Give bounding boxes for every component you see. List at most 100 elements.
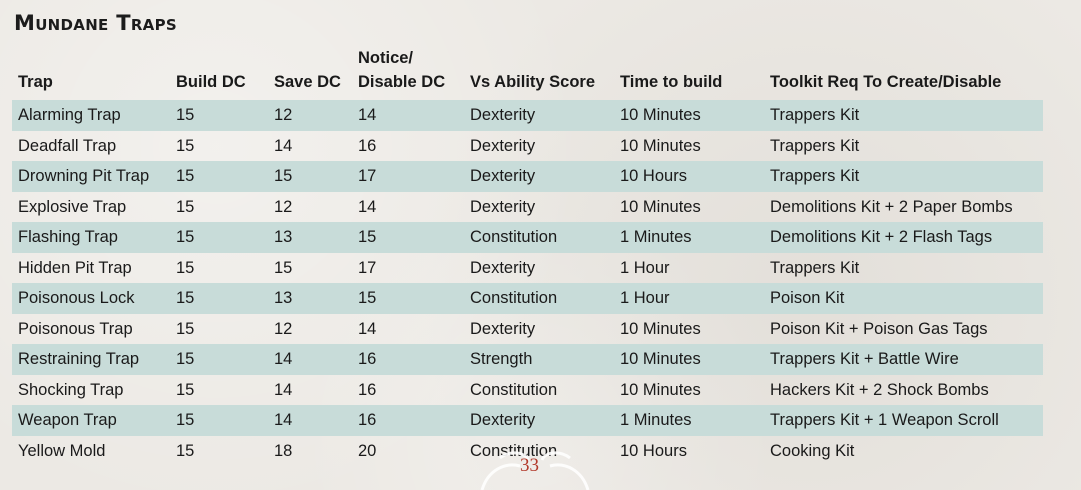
cell-toolkit: Trappers Kit (764, 100, 1043, 131)
cell-save-dc: 12 (274, 319, 293, 338)
cell-vs-ability-score: Constitution (470, 441, 558, 460)
cell-trap-name: Poisonous Trap (18, 319, 133, 338)
header-notice-line1: Notice/ (358, 49, 414, 67)
cell-save-dc: 12 (268, 100, 352, 131)
cell-trap-name: Deadfall Trap (18, 136, 117, 155)
table-row: Flashing Trap 15 13 15 Constitution 1 Minutes… (12, 222, 1043, 253)
cell-build-dc: 15 (176, 136, 195, 155)
cell-time-to-build: 10 Minutes (620, 197, 701, 216)
table-body: Alarming Trap 15 12 14 Dexterity 10 Minutes Tr… (12, 100, 1043, 466)
cell-notice-disable-dc: 16 (358, 380, 377, 399)
cell-build-dc: 15 (176, 258, 195, 277)
cell-time-to-build: 1 Minutes (614, 222, 764, 253)
table-row: Alarming Trap 15 12 14 Dexterity 10 Minutes Tr… (12, 100, 1043, 131)
cell-notice-disable-dc: 17 (358, 258, 377, 277)
cell-trap-name: Yellow Mold (18, 441, 106, 460)
cell-time-to-build: 10 Minutes (614, 344, 764, 375)
cell-save-dc: 14 (274, 380, 293, 399)
cell-notice-disable-dc: 16 (358, 136, 377, 155)
table-row: Weapon Trap 15 14 16 Dexterity 1 Minutes Trapp… (12, 405, 1043, 436)
cell-trap-name: Restraining Trap (12, 344, 170, 375)
cell-trap-name: Flashing Trap (12, 222, 170, 253)
header-toolkit: Toolkit Req To Create/Disable (770, 73, 1002, 91)
cell-build-dc: 15 (170, 344, 268, 375)
cell-build-dc: 15 (170, 161, 268, 192)
cell-notice-disable-dc: 14 (358, 197, 377, 216)
table-row: Restraining Trap 15 14 16 Strength 10 Minutes… (12, 344, 1043, 375)
cell-notice-disable-dc: 20 (358, 441, 377, 460)
cell-time-to-build: 10 Minutes (620, 380, 701, 399)
cell-save-dc: 18 (274, 441, 293, 460)
table-row: Shocking Trap 15 14 16 Constitution 10 Minute… (12, 375, 1043, 406)
header-notice-line2: Disable DC (358, 73, 446, 91)
cell-toolkit: Trappers Kit (770, 136, 860, 155)
cell-build-dc: 15 (170, 222, 268, 253)
cell-trap-name: Weapon Trap (12, 405, 170, 436)
cell-vs-ability-score: Dexterity (470, 258, 536, 277)
header-notice-disable-dc: Notice/Disable DC (352, 46, 464, 100)
cell-trap-name: Drowning Pit Trap (12, 161, 170, 192)
cell-trap-name: Poisonous Lock (12, 283, 170, 314)
cell-trap-name: Shocking Trap (18, 380, 124, 399)
cell-build-dc: 15 (170, 405, 268, 436)
table-row: Hidden Pit Trap 15 15 17 Dexterity 1 Hour Trap… (12, 253, 1043, 284)
table-row: Deadfall Trap 15 14 16 Dexterity 10 Minutes Tr… (12, 131, 1043, 162)
cell-vs-ability-score: Dexterity (470, 197, 536, 216)
cell-build-dc: 15 (176, 197, 195, 216)
traps-table: Trap Build DC Save DC Notice/Disable DC … (12, 46, 1043, 466)
cell-toolkit: Trappers Kit (764, 161, 1043, 192)
cell-vs-ability-score: Dexterity (464, 405, 614, 436)
table-row: Drowning Pit Trap 15 15 17 Dexterity 10 Hours… (12, 161, 1043, 192)
cell-vs-ability-score: Dexterity (464, 100, 614, 131)
table-row: Explosive Trap 15 12 14 Dexterity 10 Minutes D… (12, 192, 1043, 223)
cell-build-dc: 15 (170, 283, 268, 314)
cell-toolkit: Demolitions Kit + 2 Flash Tags (764, 222, 1043, 253)
cell-save-dc: 14 (274, 136, 293, 155)
table-row: Yellow Mold 15 18 20 Constitution 10 Hours Coo… (12, 436, 1043, 467)
cell-toolkit: Cooking Kit (770, 441, 855, 460)
cell-toolkit: Demolitions Kit + 2 Paper Bombs (770, 197, 1013, 216)
cell-toolkit: Hackers Kit + 2 Shock Bombs (770, 380, 989, 399)
cell-time-to-build: 1 Minutes (614, 405, 764, 436)
cell-notice-disable-dc: 14 (358, 319, 377, 338)
cell-notice-disable-dc: 14 (352, 100, 464, 131)
cell-notice-disable-dc: 17 (352, 161, 464, 192)
cell-notice-disable-dc: 15 (352, 283, 464, 314)
cell-time-to-build: 10 Minutes (614, 100, 764, 131)
table-row: Poisonous Trap 15 12 14 Dexterity 10 Minutes P… (12, 314, 1043, 345)
cell-vs-ability-score: Dexterity (470, 319, 536, 338)
cell-save-dc: 15 (274, 258, 293, 277)
cell-toolkit: Poison Kit + Poison Gas Tags (770, 319, 988, 338)
cell-notice-disable-dc: 16 (352, 344, 464, 375)
cell-build-dc: 15 (170, 100, 268, 131)
cell-notice-disable-dc: 16 (352, 405, 464, 436)
cell-vs-ability-score: Strength (464, 344, 614, 375)
cell-trap-name: Hidden Pit Trap (18, 258, 132, 277)
cell-vs-ability-score: Constitution (464, 222, 614, 253)
cell-build-dc: 15 (176, 380, 195, 399)
section-title: Mundane Traps (14, 11, 177, 35)
header-build-dc: Build DC (176, 73, 246, 91)
cell-save-dc: 15 (268, 161, 352, 192)
page-ornament-icon (480, 451, 590, 490)
cell-save-dc: 14 (268, 405, 352, 436)
cell-vs-ability-score: Constitution (464, 283, 614, 314)
cell-build-dc: 15 (176, 319, 195, 338)
cell-toolkit: Poison Kit (764, 283, 1043, 314)
cell-build-dc: 15 (176, 441, 195, 460)
cell-vs-ability-score: Dexterity (464, 161, 614, 192)
header-time-to-build: Time to build (620, 73, 723, 91)
cell-trap-name: Explosive Trap (18, 197, 127, 216)
table-row: Poisonous Lock 15 13 15 Constitution 1 Hour Po… (12, 283, 1043, 314)
cell-time-to-build: 10 Minutes (620, 136, 701, 155)
cell-time-to-build: 10 Hours (620, 441, 687, 460)
cell-save-dc: 14 (268, 344, 352, 375)
cell-save-dc: 12 (274, 197, 293, 216)
cell-time-to-build: 1 Hour (614, 283, 764, 314)
cell-vs-ability-score: Constitution (470, 380, 558, 399)
cell-vs-ability-score: Dexterity (470, 136, 536, 155)
cell-time-to-build: 10 Hours (614, 161, 764, 192)
cell-time-to-build: 10 Minutes (620, 319, 701, 338)
cell-toolkit: Trappers Kit + 1 Weapon Scroll (764, 405, 1043, 436)
header-save-dc: Save DC (274, 73, 341, 91)
